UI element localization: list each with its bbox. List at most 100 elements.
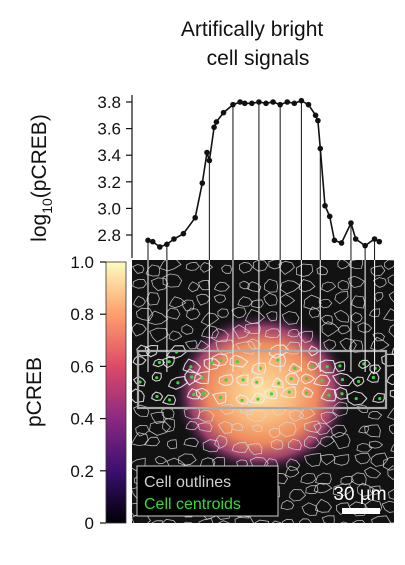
cell-outline [282,518,295,523]
legend-item-cell-outlines: Cell outlines [144,474,231,491]
colorbar-tick-label: 0.4 [70,410,94,429]
cell-outline [132,264,145,274]
cell-outline [389,389,394,398]
cell-outline [247,338,262,350]
cell-outline [391,347,394,356]
cell-centroid [157,360,162,365]
cell-outline [162,273,183,288]
cell-outline [229,354,249,368]
cell-outline [200,262,214,273]
cell-outline [346,390,368,406]
cell-outline [215,339,235,355]
cell-outline [253,519,269,523]
cell-outline [132,404,150,417]
cell-outline [264,328,281,339]
cell-centroid [189,365,193,369]
cell-centroid [235,360,239,364]
cell-outline [168,296,187,309]
cell-outline [132,278,147,289]
roi-box [136,349,388,410]
cell-outline [370,336,390,352]
cell-outline [334,290,349,305]
data-point [256,99,262,105]
cell-outline [320,314,333,325]
cell-centroid [269,392,274,396]
cell-outline [363,466,382,479]
cell-outline [332,483,353,497]
cell-outline [316,265,329,276]
colorbar-tick-label: 1.0 [70,253,94,272]
data-point [312,112,319,119]
cell-outline [330,431,351,450]
cell-outline [370,265,386,277]
cell-outline [132,388,145,404]
data-point [180,230,187,237]
data-point [145,237,151,244]
cell-outline [143,436,161,447]
cell-outline [349,260,364,269]
cell-outline [298,330,313,344]
cell-centroid [209,361,214,365]
cell-outline [389,522,394,523]
cell-outline [193,370,210,385]
cell-outline [161,394,177,405]
data-point [263,100,269,107]
cell-centroid [338,364,342,368]
cell-outline [201,325,219,339]
cell-outline [200,312,220,327]
data-point [220,109,227,116]
cell-outline [151,520,164,523]
data-point [149,238,156,245]
cell-centroid [190,375,194,379]
colorbar-tick-label: 0 [85,514,94,533]
cell-outline [388,488,394,500]
cell-outline [269,427,281,439]
cell-outline [296,263,314,277]
cell-centroid [320,378,324,383]
cell-outline [384,260,394,270]
cell-centroid [304,391,309,395]
connector-lines [147,100,376,260]
cell-outline [366,371,380,383]
cell-centroid [362,362,366,366]
cell-outline [303,294,322,310]
data-point [362,242,368,249]
cell-outline [244,322,261,335]
cell-outline [133,295,146,308]
cell-outline [251,424,263,432]
cell-outline [313,422,332,436]
cell-outline [252,260,269,272]
cell-centroid [357,379,361,384]
cell-outline [313,482,333,494]
cell-outline [232,324,251,339]
data-point [376,238,383,245]
cell-outline [231,422,244,431]
cell-centroid [276,381,281,385]
cell-outline [244,309,266,325]
cell-outline [251,376,264,388]
data-point [249,100,255,107]
cell-outline [388,324,394,337]
cell-outline [147,310,169,325]
cell-outline [321,281,337,293]
cell-outlines [132,260,394,523]
data-point [206,157,213,164]
cell-outline [278,421,297,438]
cell-centroid [167,398,172,402]
cell-outline [268,353,287,368]
cell-outline [185,307,201,321]
cell-centroid [256,397,260,401]
cell-outline [239,403,254,416]
cell-outline [146,292,160,306]
cell-centroid [354,396,358,401]
cell-outline [356,482,377,497]
y-tick-label: 3.8 [97,93,121,112]
cell-outline [321,321,340,337]
cell-outline [198,279,210,291]
data-point [298,97,305,104]
data-point [241,100,248,107]
cell-outline [213,294,227,304]
cell-outline [331,372,355,387]
data-point [348,220,354,226]
colorbar-label: pCREB [23,357,46,427]
